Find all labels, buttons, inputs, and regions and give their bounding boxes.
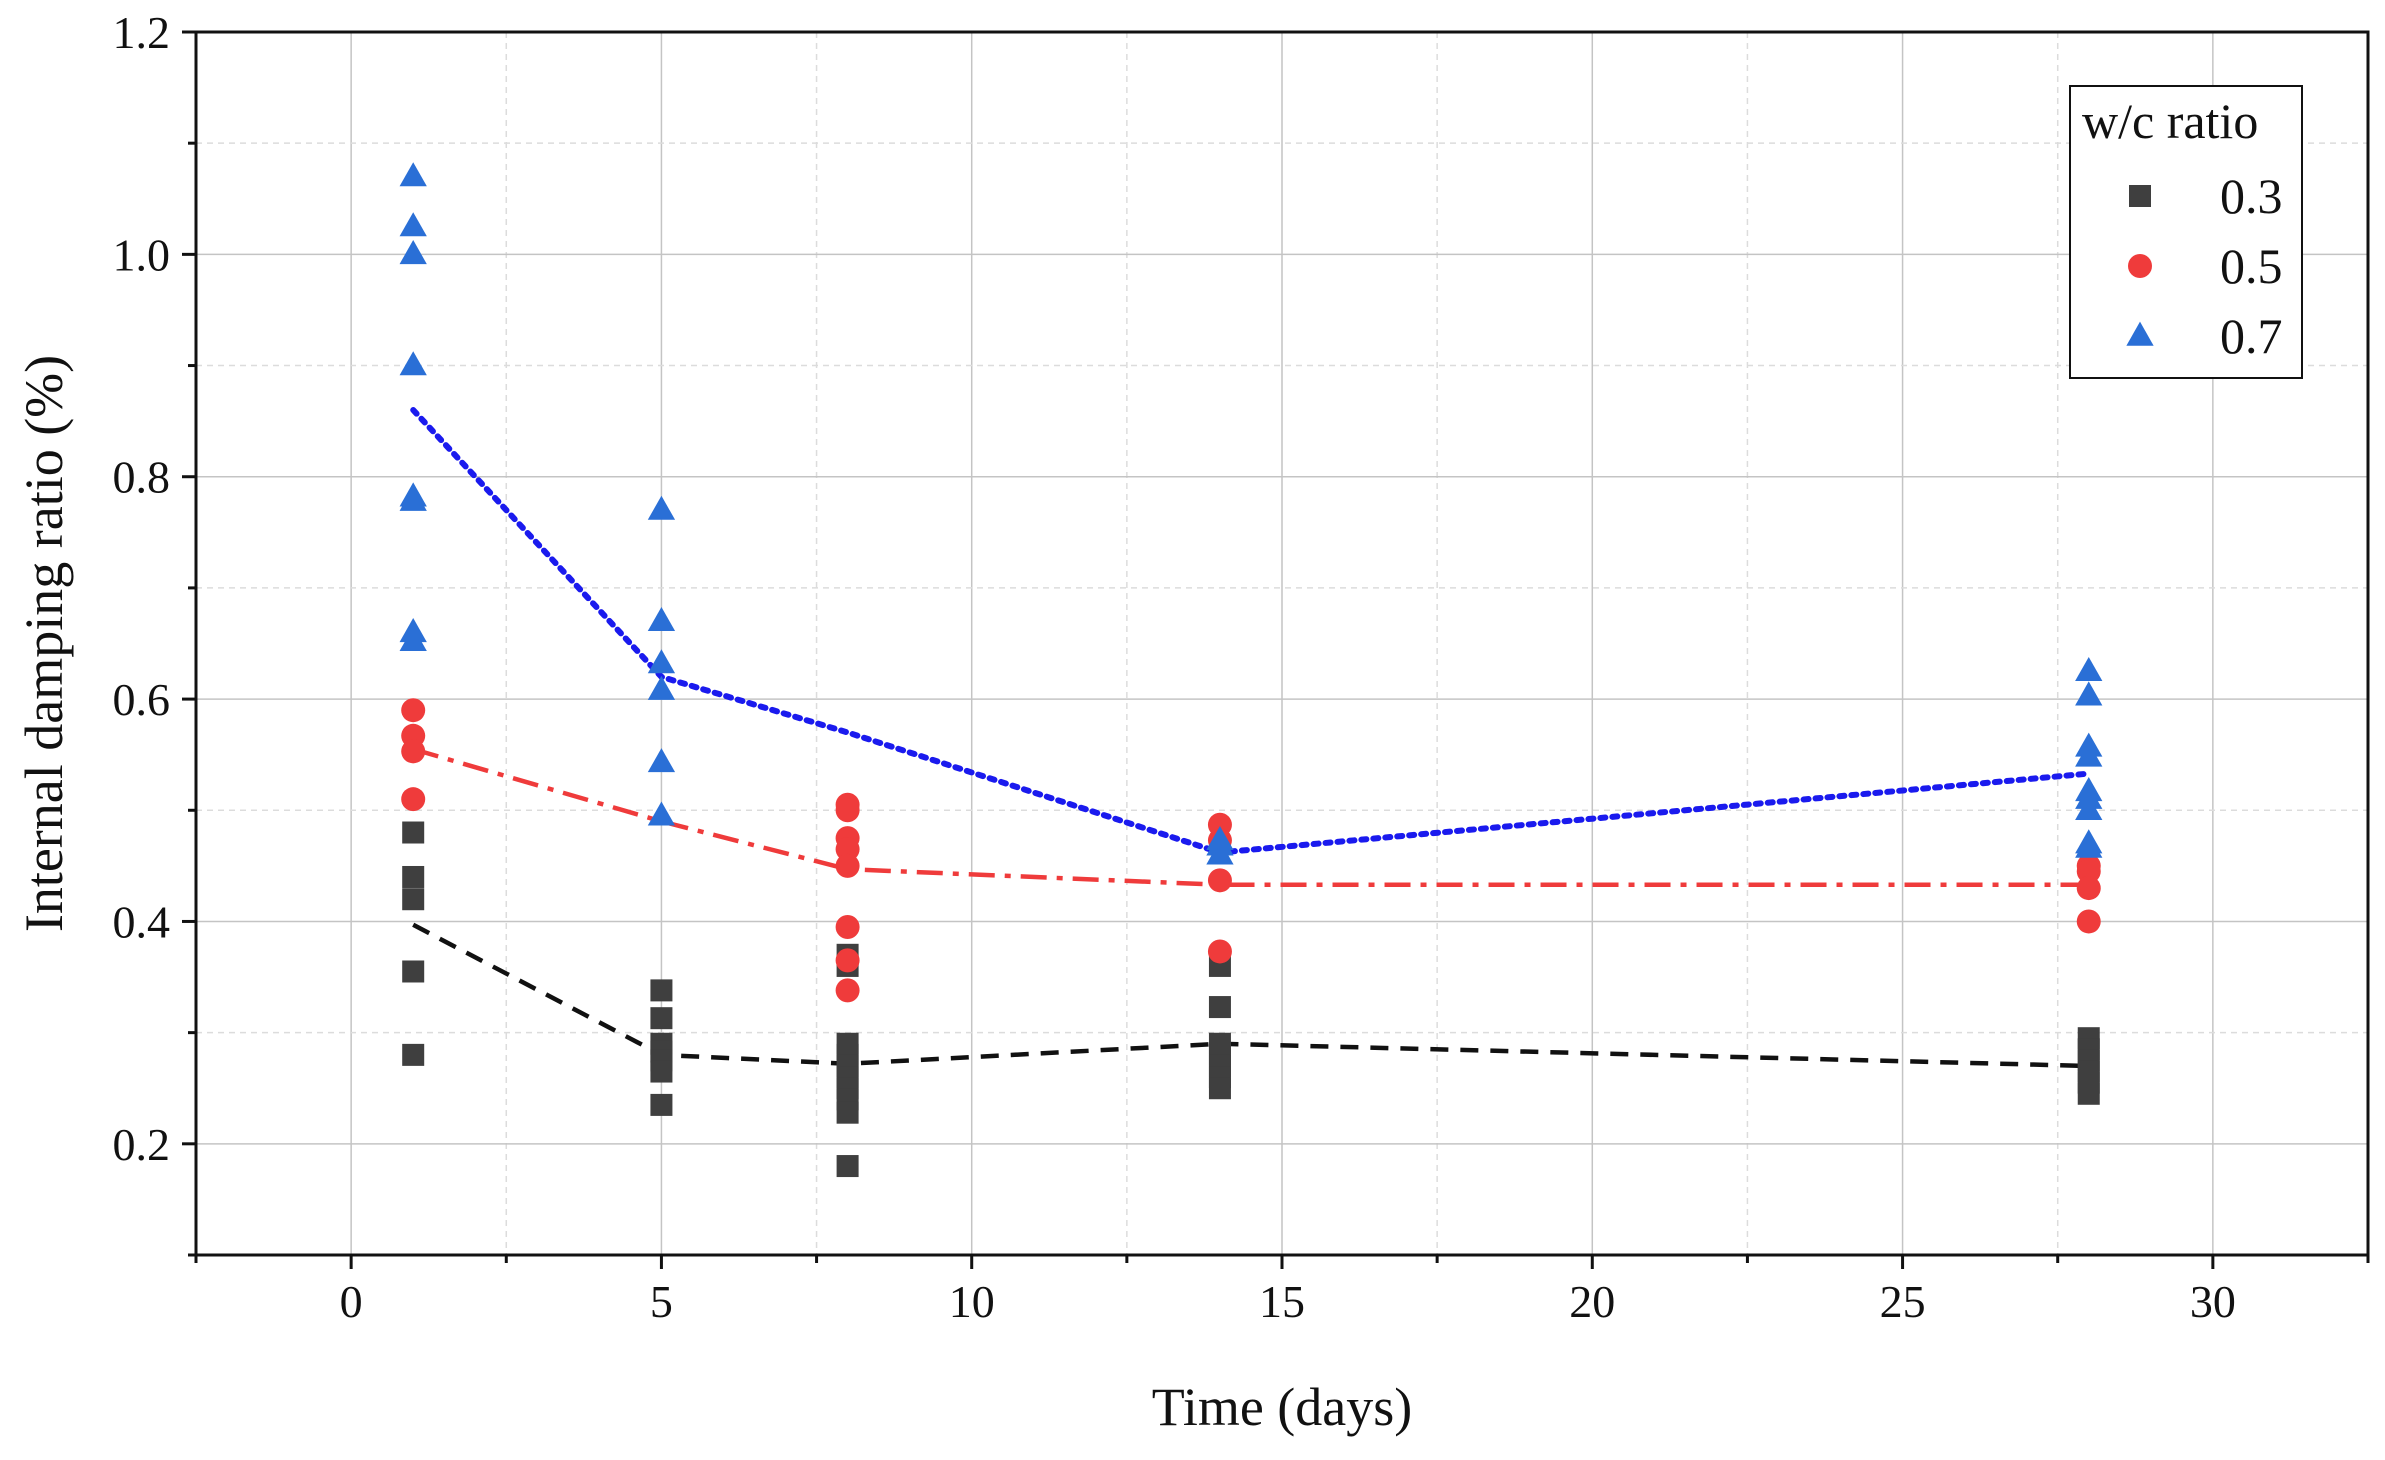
series-0-7-point [399, 486, 427, 511]
legend-box [2069, 85, 2303, 379]
x-tick-label: 5 [650, 1276, 673, 1327]
series-0-3-point [650, 1007, 673, 1030]
series-0-3-point [1208, 1077, 1231, 1100]
series-0-7-point [647, 675, 676, 700]
legend-entry-0-3-marker [2129, 185, 2151, 207]
series-0-5-point [835, 948, 860, 973]
series-0-3-point [402, 888, 425, 911]
y-tick-label: 1.2 [113, 7, 171, 58]
tick-labels: 0 5 10 15 20 25 30 0.2 0.4 0.6 0.8 1.0 1.2 [113, 7, 2236, 1327]
data-points [399, 162, 2103, 1178]
series-0-3-point [402, 960, 425, 983]
series-0-3-point [402, 865, 425, 888]
y-tick-label: 0.4 [113, 896, 171, 947]
legend-entries: 0.3 0.5 0.7 [2126, 168, 2283, 364]
series-0-7-point [399, 240, 427, 265]
series-0-7-point [2075, 795, 2103, 820]
legend-entry-0-7-label: 0.7 [2220, 308, 2283, 364]
series-0-3-point [1208, 996, 1231, 1019]
series-0-7-point [1206, 840, 1234, 865]
series-0-3-point [650, 979, 673, 1002]
series-0-7-point [647, 495, 676, 520]
series-0-5-point [401, 698, 426, 723]
series-0-3-point [836, 1155, 859, 1178]
series-0-5-point [835, 915, 860, 940]
series-0-7-point [2075, 742, 2103, 767]
x-tick-label: 10 [949, 1276, 995, 1327]
legend-entry-0-7-marker [2126, 321, 2154, 346]
series-0-7-point [647, 801, 676, 826]
series-0-7-point [647, 649, 676, 674]
series-0-5-point [2076, 909, 2101, 934]
x-tick-label: 15 [1259, 1276, 1305, 1327]
grid [195, 31, 2369, 1256]
series-0-7-point [399, 626, 427, 651]
series-0-5-point [1207, 868, 1232, 893]
series-0-7-point [2075, 656, 2103, 681]
series-0-5-point [835, 853, 860, 878]
series-0-5-point [835, 837, 860, 862]
x-tick-label: 25 [1880, 1276, 1926, 1327]
y-tick-label: 0.8 [113, 452, 171, 503]
y-tick-label: 1.0 [113, 229, 171, 280]
y-axis-title: Internal damping ratio (%) [14, 355, 74, 932]
series-0-3-point [2077, 1082, 2100, 1105]
series-0-7-point [399, 351, 427, 376]
series-0-3-point [650, 1093, 673, 1116]
series-0-5-point [835, 798, 860, 823]
x-tick-label: 30 [2190, 1276, 2236, 1327]
series-0-7-point [2075, 833, 2103, 858]
series-0-7-point [647, 606, 676, 631]
y-tick-label: 0.6 [113, 674, 171, 725]
series-0-5-point [2076, 876, 2101, 901]
series-0-5-point [401, 787, 426, 812]
series-0-7-trend-line [410, 407, 2092, 856]
x-axis-title: Time (days) [1152, 1377, 1413, 1437]
legend: w/c ratio 0.3 0.5 0.7 [2069, 85, 2303, 379]
y-tick-label: 0.2 [113, 1119, 171, 1170]
series-0-5-point [401, 739, 426, 764]
series-0-7-point [2075, 681, 2103, 706]
axis-ticks [182, 30, 2370, 1269]
series-0-5-point [1207, 939, 1232, 964]
legend-entry-0-5-marker [2128, 254, 2152, 278]
series-0-3-point [650, 1060, 673, 1083]
series-0-3-point [836, 1101, 859, 1124]
series-0-7-point [399, 162, 427, 187]
x-tick-label: 0 [340, 1276, 363, 1327]
legend-entry-0-5-label: 0.5 [2220, 238, 2283, 294]
series-0-3-point [402, 821, 425, 844]
series-0-5-point [835, 978, 860, 1003]
legend-entry-0-3-label: 0.3 [2220, 168, 2283, 224]
series-0-5-point [2076, 859, 2101, 884]
series-0-3-point [402, 1043, 425, 1066]
legend-title: w/c ratio [2082, 93, 2258, 149]
x-tick-label: 20 [1569, 1276, 1615, 1327]
series-0-7-point [399, 212, 427, 237]
series-0-7-point [647, 748, 676, 773]
series-0-5-trend-line [412, 746, 2089, 888]
